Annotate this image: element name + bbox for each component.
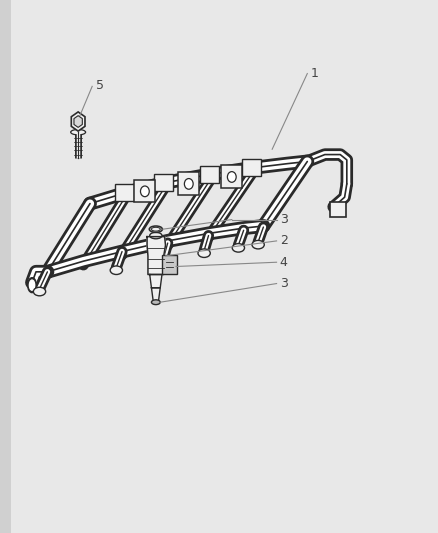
Circle shape [140, 186, 149, 197]
Ellipse shape [149, 226, 162, 232]
Circle shape [227, 172, 236, 182]
Ellipse shape [151, 300, 160, 305]
Polygon shape [151, 288, 160, 301]
FancyBboxPatch shape [134, 180, 155, 202]
Text: 2: 2 [279, 235, 287, 247]
FancyBboxPatch shape [329, 202, 345, 217]
Ellipse shape [71, 130, 85, 135]
Ellipse shape [251, 240, 264, 249]
Ellipse shape [157, 257, 169, 265]
Ellipse shape [28, 278, 36, 293]
Ellipse shape [110, 266, 122, 274]
Ellipse shape [29, 280, 35, 290]
FancyBboxPatch shape [178, 172, 199, 195]
FancyBboxPatch shape [154, 174, 173, 191]
Polygon shape [147, 237, 165, 274]
Ellipse shape [151, 227, 160, 231]
Ellipse shape [33, 287, 46, 296]
Text: 1: 1 [310, 67, 318, 80]
FancyBboxPatch shape [200, 166, 219, 183]
Polygon shape [71, 112, 85, 131]
Text: 3: 3 [279, 277, 287, 290]
Bar [0, 0, 11, 533]
FancyBboxPatch shape [162, 255, 177, 274]
FancyBboxPatch shape [241, 159, 261, 176]
Text: 5: 5 [95, 79, 103, 92]
Text: 3: 3 [279, 213, 287, 226]
Text: 4: 4 [279, 256, 287, 269]
Circle shape [184, 179, 193, 189]
Ellipse shape [198, 249, 210, 257]
FancyBboxPatch shape [221, 165, 242, 188]
Ellipse shape [149, 232, 162, 239]
FancyBboxPatch shape [114, 184, 134, 201]
Polygon shape [149, 274, 162, 288]
Ellipse shape [232, 244, 244, 252]
Polygon shape [74, 116, 82, 127]
